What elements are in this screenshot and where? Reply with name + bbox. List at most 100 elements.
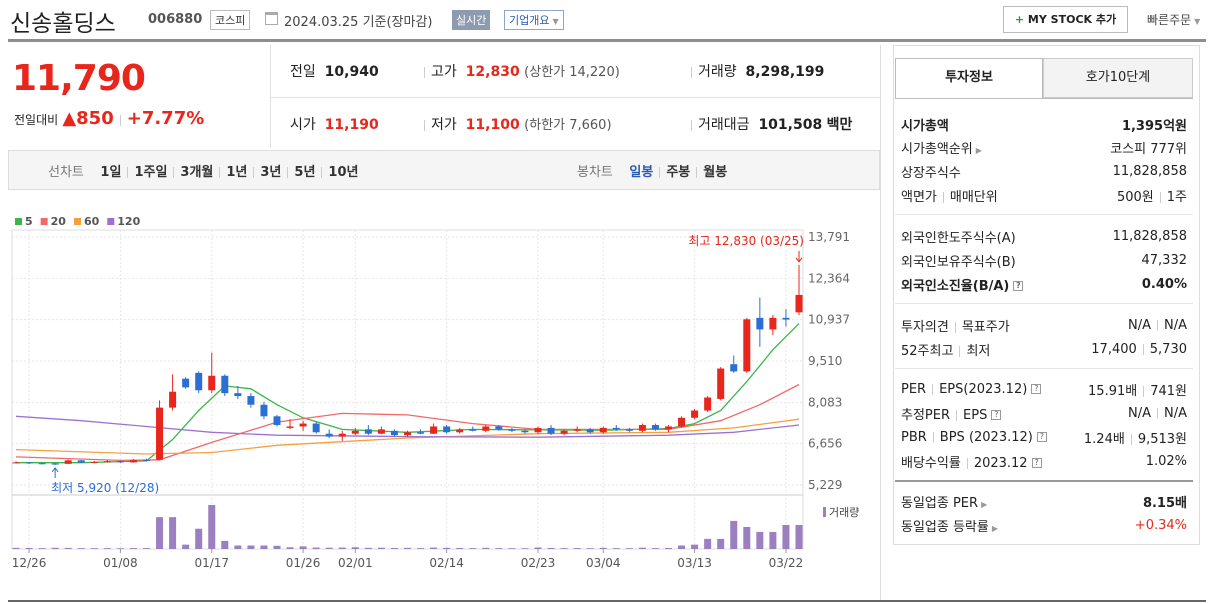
ma-line bbox=[15, 383, 800, 462]
invest-tab-active[interactable]: 투자정보 bbox=[895, 58, 1043, 98]
date: 2024.03.25 기준(장마감) bbox=[284, 15, 433, 30]
mystock-button[interactable]: + MY STOCK 추가 bbox=[1003, 6, 1128, 33]
candle-body bbox=[456, 429, 464, 433]
candle-body bbox=[286, 426, 294, 428]
candle-body bbox=[12, 462, 20, 464]
volume-bar bbox=[717, 538, 725, 549]
volume-bar bbox=[364, 547, 372, 549]
tab[interactable]: 3년 bbox=[260, 165, 282, 180]
info-label: 2023.12 bbox=[973, 455, 1028, 471]
candle-body bbox=[704, 397, 712, 411]
volume-bar bbox=[64, 547, 72, 549]
summary-cell: 시가 11,190 bbox=[290, 114, 379, 134]
candle-body bbox=[495, 426, 503, 430]
volume-bar bbox=[156, 517, 164, 549]
candle-body bbox=[51, 463, 59, 465]
market-badge: 코스피 bbox=[210, 10, 251, 30]
volume-bar bbox=[103, 548, 111, 549]
volume-bar bbox=[430, 547, 438, 549]
volume-bar bbox=[143, 548, 150, 549]
y-tick-label: 9,510 bbox=[808, 354, 842, 368]
volume-bar bbox=[390, 547, 398, 549]
info-label: 52주최고 bbox=[901, 343, 954, 359]
candle-body bbox=[25, 462, 33, 464]
info-label: 시가총액 bbox=[901, 118, 949, 134]
candle-body bbox=[769, 317, 777, 330]
candle-body bbox=[469, 429, 477, 431]
candle-body bbox=[417, 432, 425, 434]
legend-label: 120 bbox=[117, 215, 140, 228]
y-tick-label: 12,364 bbox=[808, 271, 850, 285]
info-label: 동일업종 PER bbox=[901, 495, 979, 511]
summary-cell: 고가 12,830 (상한가 14,220) bbox=[418, 61, 620, 81]
tab[interactable]: 1주일 bbox=[134, 165, 168, 180]
realtime-button[interactable]: 실시간 bbox=[452, 10, 491, 30]
tab[interactable]: 3개월 bbox=[180, 165, 214, 180]
candle-body bbox=[234, 393, 242, 397]
candle-body bbox=[208, 375, 216, 391]
divider bbox=[271, 97, 880, 98]
info-label: 외국인보유주식수(B) bbox=[901, 254, 1016, 270]
info-label: 상장주식수 bbox=[901, 165, 961, 181]
volume-bar bbox=[547, 547, 555, 549]
volume-bar bbox=[482, 547, 490, 549]
tab[interactable]: 월봉 bbox=[703, 165, 728, 180]
overview-button[interactable]: 기업개요 ▼ bbox=[504, 10, 564, 30]
info-value: 1.24배 bbox=[1083, 431, 1125, 447]
candle-body bbox=[560, 430, 568, 434]
stock-code: 006880 bbox=[148, 12, 203, 27]
candle-body bbox=[691, 410, 699, 418]
info-row: 액면가 매매단위 500원 1주 bbox=[901, 184, 1187, 206]
volume-bar bbox=[221, 540, 229, 549]
legend-swatch bbox=[40, 218, 48, 225]
summary-label: 거래량 bbox=[698, 64, 737, 80]
candle-body bbox=[143, 460, 150, 462]
candle-body bbox=[273, 416, 281, 426]
invest-tab[interactable]: 호가10단계 bbox=[1043, 58, 1193, 98]
mystock-text: MY STOCK 추가 bbox=[1027, 13, 1117, 26]
summary-cell: 저가 11,100 (하한가 7,660) bbox=[418, 114, 612, 134]
tab[interactable]: 1년 bbox=[226, 165, 248, 180]
tab[interactable]: 1일 bbox=[100, 165, 122, 180]
header-rule bbox=[8, 39, 1206, 42]
candle-body bbox=[156, 407, 164, 460]
volume-bar bbox=[351, 547, 359, 549]
volume-bar bbox=[273, 545, 281, 549]
info-row: 동일업종 PER ▶ 8.15배 bbox=[901, 490, 1187, 512]
change-row: 전일대비 ▲850 +7.77% bbox=[14, 108, 205, 129]
volume-bar bbox=[691, 544, 699, 549]
info-value: N/A bbox=[1128, 317, 1151, 333]
candle-body bbox=[482, 426, 490, 431]
summary-cell: 전일 10,940 bbox=[290, 61, 379, 81]
legend-swatch bbox=[107, 218, 115, 225]
tab-selected[interactable]: 일봉 bbox=[629, 165, 654, 180]
x-tick-label: 02/23 bbox=[521, 556, 556, 570]
candle-body bbox=[351, 430, 359, 434]
volume-bar bbox=[586, 548, 594, 549]
x-tick-label: 03/22 bbox=[769, 556, 804, 570]
info-value: 1,395억원 bbox=[1121, 118, 1187, 134]
x-tick-label: 01/26 bbox=[286, 556, 321, 570]
candle-body bbox=[795, 294, 803, 313]
candle-body bbox=[64, 460, 72, 464]
quick-order[interactable]: 빠른주문 ▼ bbox=[1147, 13, 1201, 27]
candle-body bbox=[103, 461, 111, 463]
info-value: 1주 bbox=[1166, 189, 1187, 205]
tab[interactable]: 5년 bbox=[294, 165, 316, 180]
info-value: 8.15배 bbox=[1142, 495, 1187, 511]
annotation-arrow bbox=[795, 250, 803, 263]
tab[interactable]: 주봉 bbox=[666, 165, 691, 180]
volume-bar bbox=[678, 545, 686, 549]
volume-bar bbox=[90, 548, 98, 549]
info-row: 52주최고 최저 17,400 5,730 bbox=[901, 338, 1187, 360]
info-value: 47,332 bbox=[1141, 252, 1188, 268]
volume-bar bbox=[169, 517, 177, 549]
info-label: 동일업종 등락률 bbox=[901, 519, 989, 535]
tab[interactable]: 10년 bbox=[328, 165, 359, 180]
y-tick-label: 8,083 bbox=[808, 395, 842, 409]
divider bbox=[270, 45, 271, 148]
divider bbox=[895, 98, 1193, 99]
info-label: 목표주가 bbox=[961, 319, 1010, 335]
info-value: N/A bbox=[1164, 317, 1187, 333]
